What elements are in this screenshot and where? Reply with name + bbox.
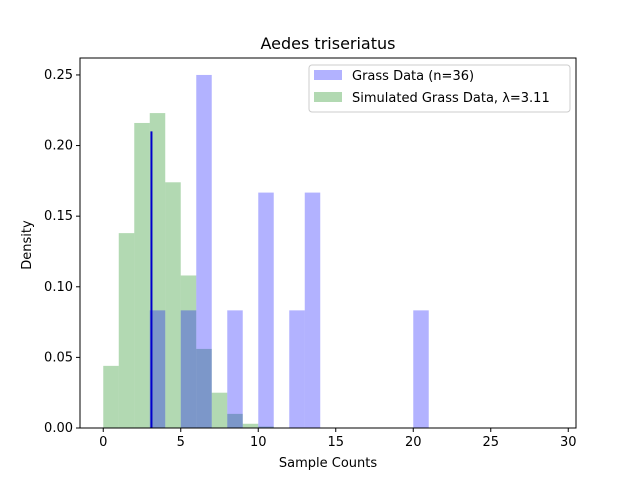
bar-grass-20 <box>413 310 429 428</box>
bar-simulated-8 <box>227 413 243 428</box>
legend-swatch-simulated-data <box>314 92 342 102</box>
y-tick-label-0.10: 0.10 <box>44 280 73 295</box>
y-tick-label-0.15: 0.15 <box>44 209 73 224</box>
bar-grass-12 <box>289 310 305 428</box>
bar-simulated-7 <box>211 392 228 428</box>
bar-grass-13 <box>304 192 321 428</box>
bar-simulated-4 <box>165 182 181 428</box>
x-tick-label-30: 30 <box>560 435 577 450</box>
bar-grass-8 <box>227 310 243 428</box>
y-axis-label: Density <box>20 220 35 270</box>
legend: Grass Data (n=36) Simulated Grass Data, … <box>308 64 571 113</box>
x-tick-label-15: 15 <box>327 435 344 450</box>
plot-frame <box>79 57 577 429</box>
legend-label-simulated-data: Simulated Grass Data, λ=3.11 <box>352 91 550 106</box>
bar-simulated-9 <box>242 423 259 428</box>
plot-area <box>103 74 429 429</box>
chart-title: Aedes triseriatus <box>261 34 396 53</box>
bar-grass-5 <box>180 310 197 428</box>
bar-simulated-10 <box>258 426 274 428</box>
bar-simulated-3 <box>149 113 166 429</box>
x-axis-label: Sample Counts <box>279 456 377 471</box>
bar-simulated-1 <box>118 233 135 428</box>
x-tick-label-20: 20 <box>405 435 422 450</box>
y-tick-label-0.25: 0.25 <box>44 68 73 83</box>
bar-grass-3 <box>149 310 166 428</box>
bar-grass-6 <box>196 74 212 428</box>
axes: 0 5 10 15 20 25 30 0.00 0.05 0.10 0.15 0.20 0.25 <box>44 57 577 450</box>
legend-label-grass-data: Grass Data (n=36) <box>352 69 474 84</box>
legend-frame <box>308 64 571 113</box>
x-tick-label-0: 0 <box>99 435 107 450</box>
y-tick-label-0.20: 0.20 <box>44 139 73 154</box>
y-tick-label-0.05: 0.05 <box>44 350 73 365</box>
x-tick-label-25: 25 <box>482 435 499 450</box>
legend-swatch-grass-data <box>314 70 342 80</box>
bar-simulated-0 <box>103 365 119 428</box>
bar-grass-10 <box>258 192 274 428</box>
x-tick-label-10: 10 <box>250 435 267 450</box>
y-tick-label-0.00: 0.00 <box>44 421 73 436</box>
bar-simulated-5 <box>180 275 197 428</box>
bar-simulated-2 <box>134 122 150 429</box>
bar-simulated-6 <box>196 348 212 428</box>
x-tick-label-5: 5 <box>177 435 185 450</box>
